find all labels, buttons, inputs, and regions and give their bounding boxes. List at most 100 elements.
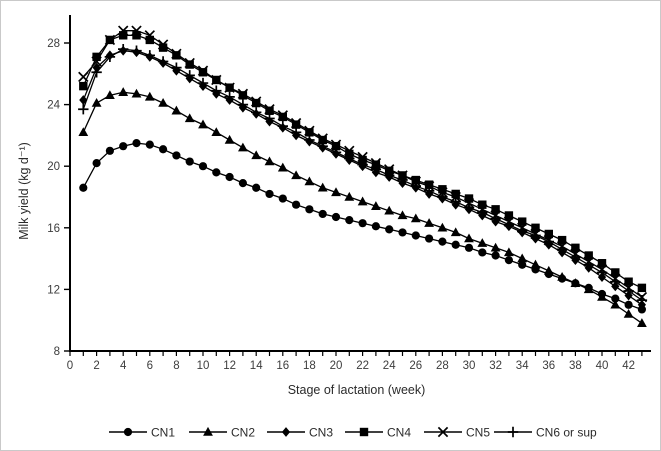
marker-square xyxy=(611,268,620,277)
legend-item-cn1: CN1 xyxy=(109,426,175,440)
marker-circle xyxy=(518,260,527,269)
x-tick-label: 10 xyxy=(197,360,210,372)
marker-circle xyxy=(132,139,141,148)
marker-triangle xyxy=(543,265,554,275)
x-tick-label: 8 xyxy=(173,360,179,372)
marker-square xyxy=(265,106,274,115)
marker-circle xyxy=(438,237,447,246)
series-line-cn3 xyxy=(82,50,643,306)
marker-plus xyxy=(184,70,195,81)
x-tick-label: 2 xyxy=(93,360,99,372)
marker-plus xyxy=(477,207,488,218)
marker-cross xyxy=(144,30,156,41)
marker-cross xyxy=(157,39,169,50)
marker-triangle xyxy=(78,127,89,137)
marker-circle xyxy=(212,168,221,177)
marker-cross xyxy=(250,96,262,107)
marker-triangle xyxy=(623,308,634,318)
marker-plus xyxy=(503,219,515,230)
marker-triangle xyxy=(158,97,168,107)
marker-circle xyxy=(198,162,208,171)
x-axis-tick-labels: 0 2 4 6 8 10 12 14 16 18 20 22 24 26 28 30 32 34 36 38 40 42 xyxy=(67,360,635,372)
y-tick-label: 20 xyxy=(47,161,60,173)
marker-square xyxy=(531,223,540,232)
marker-cross xyxy=(91,56,102,67)
marker-triangle xyxy=(331,187,341,197)
marker-cross xyxy=(383,164,395,175)
marker-square xyxy=(491,205,500,214)
marker-plus xyxy=(463,202,475,213)
marker-cross xyxy=(171,48,182,59)
marker-square xyxy=(132,31,141,40)
marker-square xyxy=(518,217,527,226)
series-cn2 xyxy=(78,87,647,327)
marker-plus xyxy=(104,51,116,63)
marker-cross xyxy=(117,25,129,36)
marker-triangle xyxy=(198,119,208,129)
y-tick-label: 16 xyxy=(47,223,60,235)
marker-circle xyxy=(318,209,327,219)
legend-label-cn1: CN1 xyxy=(151,426,175,440)
marker-circle xyxy=(225,172,234,182)
marker-square xyxy=(92,52,101,62)
marker-square xyxy=(637,283,647,293)
marker-plus xyxy=(437,191,448,203)
marker-cross xyxy=(264,104,275,115)
marker-circle xyxy=(398,228,407,237)
marker-plus xyxy=(583,259,594,270)
marker-plus xyxy=(570,251,581,263)
marker-triangle xyxy=(583,284,594,294)
legend-item-cn6-or-sup: CN6 or sup xyxy=(494,426,597,440)
marker-triangle xyxy=(203,426,213,436)
series-line-cn2 xyxy=(82,91,643,324)
marker-plus xyxy=(543,236,554,247)
marker-plus xyxy=(317,140,328,152)
y-tick-label: 8 xyxy=(54,346,60,358)
marker-circle xyxy=(451,240,460,249)
marker-circle xyxy=(411,231,420,240)
marker-plus xyxy=(237,99,249,110)
marker-square xyxy=(504,211,514,220)
marker-circle xyxy=(425,234,434,243)
marker-cross xyxy=(104,34,116,46)
marker-cross xyxy=(317,133,328,144)
legend: CN1 CN2 CN3 CN4 CN5 CN6 or sup xyxy=(109,426,597,440)
marker-plus xyxy=(224,91,235,103)
marker-circle xyxy=(119,142,128,151)
marker-cross xyxy=(78,71,89,83)
marker-plus xyxy=(197,77,209,89)
marker-circle xyxy=(371,222,380,231)
marker-square xyxy=(571,243,580,253)
marker-plus xyxy=(251,107,262,118)
marker-plus xyxy=(410,181,421,192)
marker-cross xyxy=(344,145,355,157)
marker-plus xyxy=(157,56,169,67)
series-line-cn6-or-sup xyxy=(82,48,643,301)
marker-circle xyxy=(305,205,314,214)
legend-item-cn2: CN2 xyxy=(189,426,255,440)
marker-plus xyxy=(370,164,382,175)
marker-triangle xyxy=(264,156,275,166)
marker-square xyxy=(438,185,447,194)
marker-cross xyxy=(290,117,302,129)
marker-square xyxy=(451,189,460,199)
legend-label-cn5: CN5 xyxy=(466,426,490,440)
marker-circle xyxy=(238,179,247,188)
marker-plus xyxy=(384,170,395,181)
marker-cross xyxy=(131,25,142,36)
marker-square xyxy=(198,68,208,77)
x-tick-label: 0 xyxy=(67,360,73,372)
x-tick-label: 26 xyxy=(409,360,422,372)
marker-triangle xyxy=(450,227,461,237)
marker-triangle xyxy=(371,201,381,210)
x-tick-label: 36 xyxy=(542,360,555,372)
marker-square xyxy=(544,229,553,239)
marker-triangle xyxy=(557,271,567,281)
y-axis-title: Milk yield (kg d⁻¹) xyxy=(17,142,31,240)
x-tick-label: 12 xyxy=(223,360,236,372)
marker-cross xyxy=(184,57,195,69)
marker-plus xyxy=(623,285,634,297)
marker-plus xyxy=(91,67,102,78)
marker-plus xyxy=(78,104,89,115)
marker-triangle xyxy=(224,134,235,144)
